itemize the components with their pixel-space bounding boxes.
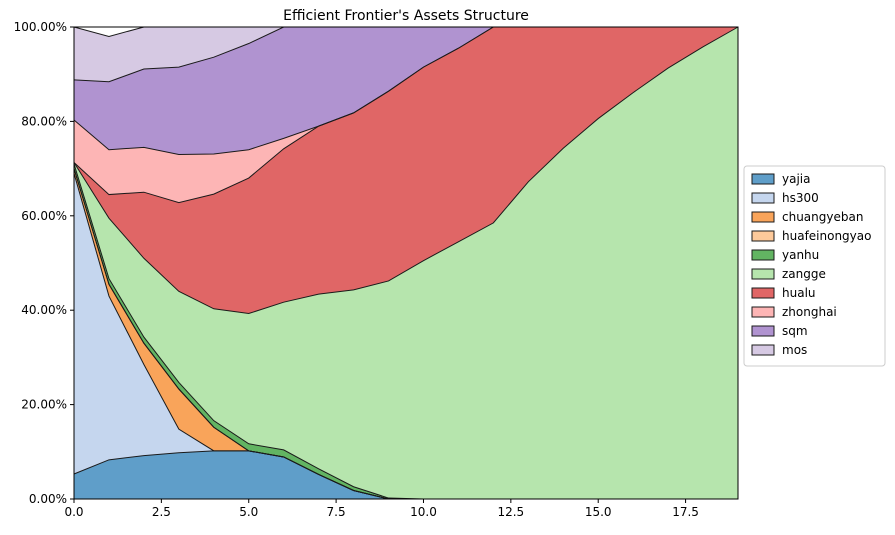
x-tick-label: 15.0 bbox=[585, 505, 612, 519]
y-tick-label: 0.00% bbox=[29, 492, 67, 506]
y-tick-label: 100.00% bbox=[14, 20, 67, 34]
chart-title: Efficient Frontier's Assets Structure bbox=[283, 8, 529, 24]
legend-swatch-yanhu bbox=[751, 249, 775, 261]
legend-swatch-zhonghai bbox=[751, 306, 775, 318]
line-zangge bbox=[73, 26, 739, 315]
legend-label-hs300: hs300 bbox=[782, 191, 819, 205]
y-tick-label: 40.00% bbox=[21, 303, 67, 317]
x-tick-label: 7.5 bbox=[327, 505, 346, 519]
legend-label-zangge: zangge bbox=[782, 267, 826, 281]
legend-swatch-sqm bbox=[751, 325, 775, 337]
legend-label-chuangyeban: chuangyeban bbox=[782, 210, 863, 224]
area-series-group bbox=[74, 27, 738, 499]
legend-label-yajia: yajia bbox=[782, 172, 810, 186]
legend-box bbox=[743, 165, 886, 367]
legend-label-yanhu: yanhu bbox=[782, 248, 819, 262]
legend-swatch-huafeinongyao bbox=[751, 230, 775, 242]
legend-swatch-hs300 bbox=[751, 192, 775, 204]
legend-label-zhonghai: zhonghai bbox=[782, 305, 837, 319]
x-tick-label: 5.0 bbox=[239, 505, 258, 519]
y-tick-label: 60.00% bbox=[21, 209, 67, 223]
x-tick-label: 10.0 bbox=[410, 505, 437, 519]
x-tick-label: 0.0 bbox=[64, 505, 83, 519]
y-tick-label: 80.00% bbox=[21, 114, 67, 128]
plot-frame bbox=[73, 26, 739, 500]
area-zhonghai bbox=[74, 27, 738, 203]
area-mos bbox=[74, 27, 738, 82]
x-tick-label: 2.5 bbox=[152, 505, 171, 519]
y-tick-label: 20.00% bbox=[21, 398, 67, 412]
legend-swatch-yajia bbox=[751, 173, 775, 185]
legend-swatch-hualu bbox=[751, 287, 775, 299]
legend-swatch-chuangyeban bbox=[751, 211, 775, 223]
area-sqm bbox=[74, 27, 738, 155]
x-tick-label: 12.5 bbox=[497, 505, 524, 519]
x-tick-label: 17.5 bbox=[672, 505, 699, 519]
area-hualu bbox=[74, 27, 738, 314]
legend-label-hualu: hualu bbox=[782, 286, 816, 300]
area-yajia bbox=[74, 450, 738, 499]
legend: yajia hs300 chuangyeban huafeinongyao yanhu z… bbox=[743, 165, 886, 367]
area-zangge bbox=[74, 27, 738, 499]
legend-label-huafeinongyao: huafeinongyao bbox=[782, 229, 871, 243]
legend-label-sqm: sqm bbox=[782, 324, 808, 338]
legend-swatch-zangge bbox=[751, 268, 775, 280]
axes: 0.0 2.5 5.0 7.5 10.0 12.5 15.0 17.5 0.00% 20.00% 4… bbox=[14, 20, 699, 519]
legend-swatch-mos bbox=[751, 344, 775, 356]
legend-label-mos: mos bbox=[782, 343, 807, 357]
